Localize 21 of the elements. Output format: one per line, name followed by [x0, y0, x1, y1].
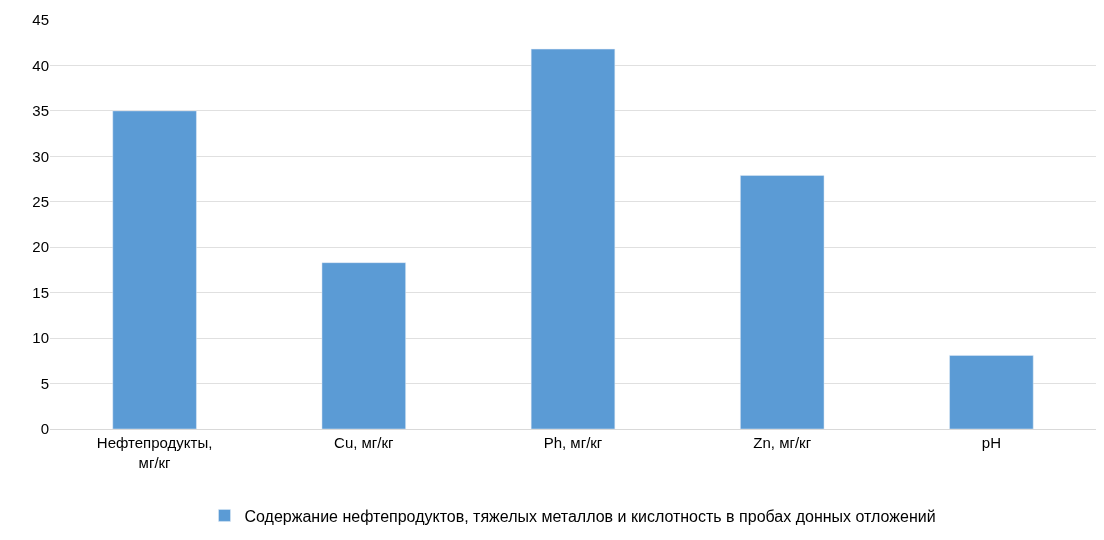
y-tick-label: 5	[40, 374, 49, 392]
bar	[112, 110, 197, 429]
x-tick-label: Нефтепродукты, мг/кг	[96, 434, 213, 471]
bar	[740, 175, 825, 429]
x-tick-label: pH	[981, 434, 1001, 451]
bar	[530, 48, 616, 429]
y-tick-label: 30	[32, 147, 49, 165]
legend-label: Содержание нефтепродуктов, тяжелых металлов и кислотность в пробах донных отложений	[244, 507, 936, 525]
y-tick-label: 15	[32, 283, 49, 301]
bar	[321, 262, 406, 429]
y-tick-label: 45	[32, 11, 49, 29]
x-tick-label: Zn, мг/кг	[753, 434, 812, 451]
y-tick-label: 40	[32, 56, 49, 74]
x-tick-label: Cu, мг/кг	[334, 434, 395, 451]
x-tick-label: Ph, мг/кг	[543, 434, 603, 451]
y-tick-label: 35	[32, 102, 49, 120]
y-tick-label: 25	[32, 193, 49, 211]
bar	[949, 355, 1034, 429]
y-tick-label: 10	[32, 329, 49, 347]
y-tick-label: 0	[40, 420, 49, 438]
y-tick-label: 20	[32, 238, 49, 256]
